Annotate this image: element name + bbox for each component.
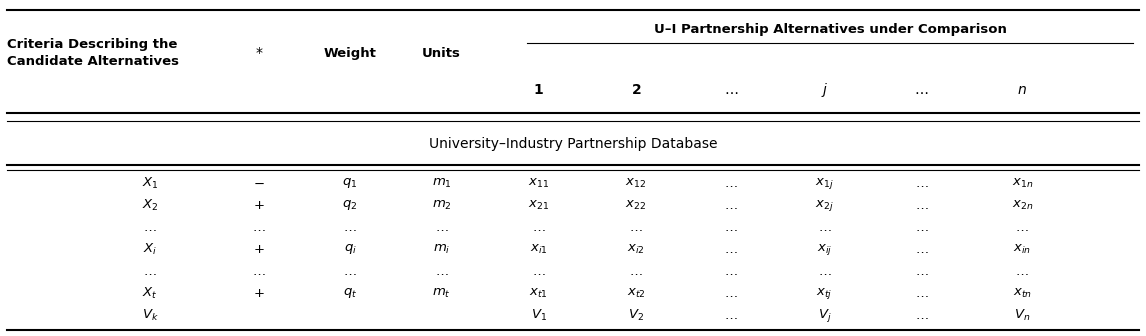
Text: $x_{12}$: $x_{12}$	[626, 176, 646, 190]
Text: Units: Units	[422, 47, 461, 59]
Text: $\ldots$: $\ldots$	[532, 265, 545, 278]
Text: $\ldots$: $\ldots$	[344, 221, 356, 234]
Text: $x_{22}$: $x_{22}$	[626, 199, 646, 212]
Text: $q_2$: $q_2$	[343, 198, 358, 212]
Text: *: *	[256, 46, 262, 60]
Text: $\ldots$: $\ldots$	[724, 221, 738, 234]
Text: $x_{21}$: $x_{21}$	[528, 199, 549, 212]
Text: $+$: $+$	[253, 199, 265, 212]
Text: $\ldots$: $\ldots$	[915, 287, 928, 300]
Text: $x_{tj}$: $x_{tj}$	[816, 286, 833, 301]
Text: $\mathit{j}$: $\mathit{j}$	[821, 81, 829, 99]
Text: $m_1$: $m_1$	[432, 176, 452, 190]
Text: $x_{2j}$: $x_{2j}$	[815, 198, 834, 213]
Text: $X_2$: $X_2$	[142, 198, 158, 213]
Text: $V_2$: $V_2$	[628, 308, 644, 323]
Text: $\ldots$: $\ldots$	[724, 287, 738, 300]
Text: $m_2$: $m_2$	[432, 199, 452, 212]
Text: $\ldots$: $\ldots$	[915, 265, 928, 278]
Text: $\ldots$: $\ldots$	[915, 199, 928, 212]
Text: $\ldots$: $\ldots$	[723, 83, 738, 97]
Text: $\ldots$: $\ldots$	[915, 309, 928, 322]
Text: $m_i$: $m_i$	[433, 243, 450, 256]
Text: $x_{ij}$: $x_{ij}$	[817, 242, 832, 257]
Text: $\ldots$: $\ldots$	[434, 221, 448, 234]
Text: $\ldots$: $\ldots$	[629, 221, 643, 234]
Text: $\ldots$: $\ldots$	[1015, 265, 1029, 278]
Text: $\ldots$: $\ldots$	[818, 265, 831, 278]
Text: $\ldots$: $\ldots$	[143, 221, 157, 234]
Text: $\ldots$: $\ldots$	[915, 176, 928, 190]
Text: $\mathbf{2}$: $\mathbf{2}$	[630, 83, 641, 97]
Text: $x_{t1}$: $x_{t1}$	[529, 287, 548, 300]
Text: $\ldots$: $\ldots$	[344, 265, 356, 278]
Text: $\ldots$: $\ldots$	[434, 265, 448, 278]
Text: $q_1$: $q_1$	[343, 176, 358, 190]
Text: $\ldots$: $\ldots$	[252, 265, 266, 278]
Text: $-$: $-$	[253, 176, 265, 190]
Text: $\mathit{n}$: $\mathit{n}$	[1018, 83, 1027, 97]
Text: $m_t$: $m_t$	[432, 287, 450, 300]
Text: $x_{11}$: $x_{11}$	[528, 176, 549, 190]
Text: $\ldots$: $\ldots$	[532, 221, 545, 234]
Text: Weight: Weight	[323, 47, 377, 59]
Text: $X_1$: $X_1$	[142, 175, 158, 191]
Text: $\mathbf{1}$: $\mathbf{1}$	[533, 83, 544, 97]
Text: $x_{1j}$: $x_{1j}$	[815, 175, 834, 191]
Text: $+$: $+$	[253, 243, 265, 256]
Text: $\ldots$: $\ldots$	[1015, 221, 1029, 234]
Text: $\ldots$: $\ldots$	[724, 176, 738, 190]
Text: $\ldots$: $\ldots$	[629, 265, 643, 278]
Text: Criteria Describing the
Candidate Alternatives: Criteria Describing the Candidate Altern…	[7, 38, 179, 68]
Text: $V_j$: $V_j$	[818, 307, 831, 324]
Text: $X_t$: $X_t$	[142, 286, 158, 301]
Text: $\ldots$: $\ldots$	[915, 243, 928, 256]
Text: $\ldots$: $\ldots$	[252, 221, 266, 234]
Text: $\ldots$: $\ldots$	[724, 265, 738, 278]
Text: $\ldots$: $\ldots$	[724, 199, 738, 212]
Text: $+$: $+$	[253, 287, 265, 300]
Text: $\ldots$: $\ldots$	[724, 309, 738, 322]
Text: $x_{1n}$: $x_{1n}$	[1012, 176, 1033, 190]
Text: $q_i$: $q_i$	[344, 242, 356, 256]
Text: $x_{t2}$: $x_{t2}$	[627, 287, 645, 300]
Text: $q_t$: $q_t$	[343, 286, 358, 300]
Text: $\ldots$: $\ldots$	[724, 243, 738, 256]
Text: $x_{tn}$: $x_{tn}$	[1013, 287, 1031, 300]
Text: University–Industry Partnership Database: University–Industry Partnership Database	[429, 137, 717, 151]
Text: $V_k$: $V_k$	[142, 308, 158, 323]
Text: $x_{2n}$: $x_{2n}$	[1012, 199, 1033, 212]
Text: $X_i$: $X_i$	[143, 242, 157, 257]
Text: $V_1$: $V_1$	[531, 308, 547, 323]
Text: $x_{i2}$: $x_{i2}$	[627, 243, 645, 256]
Text: $\ldots$: $\ldots$	[915, 83, 929, 97]
Text: $\ldots$: $\ldots$	[818, 221, 831, 234]
Text: U–I Partnership Alternatives under Comparison: U–I Partnership Alternatives under Compa…	[653, 23, 1006, 36]
Text: $x_{in}$: $x_{in}$	[1013, 243, 1031, 256]
Text: $\ldots$: $\ldots$	[143, 265, 157, 278]
Text: $x_{i1}$: $x_{i1}$	[529, 243, 548, 256]
Text: $\ldots$: $\ldots$	[915, 221, 928, 234]
Text: $V_n$: $V_n$	[1014, 308, 1030, 323]
